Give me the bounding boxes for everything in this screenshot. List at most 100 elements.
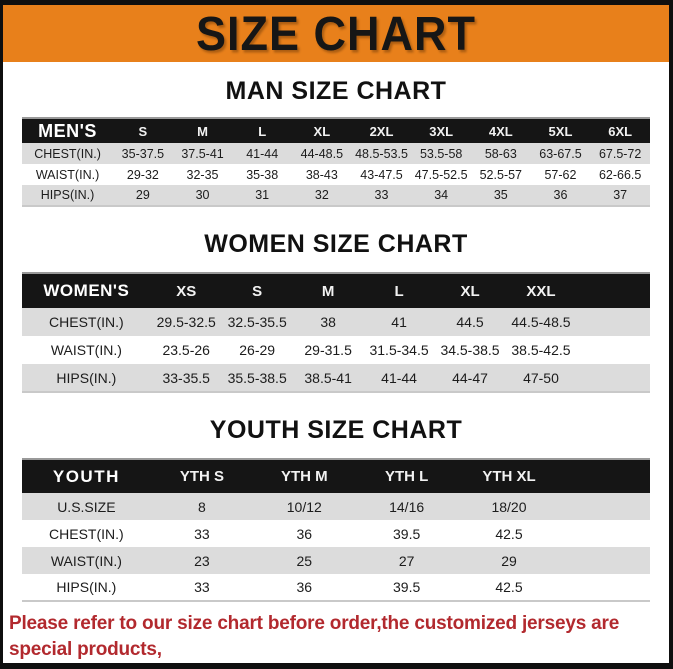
measurement-label: CHEST(IN.) [49,314,124,330]
size-column-header: 4XL [488,123,513,139]
size-column-header: L [258,123,267,139]
table-row: WAIST(IN.) 29-32 32-35 35-38 38-43 43-47.5 47.… [22,164,650,185]
measurement-value: 29-32 [126,167,159,182]
table-wrap-youth: YOUTH YTH S YTH M YTH L YTH XL U.S.SIZE 8 10/12… [3,458,669,602]
measurement-value: 8 [198,498,206,515]
measurement-label: HIPS(IN.) [56,369,117,386]
table-row: CHEST(IN.) 29.5-32.5 32.5-35.5 38 41 44.5 44.5… [22,308,650,336]
header-filler-cell [576,273,650,308]
size-column-header: L [394,282,404,300]
size-column-header: 5XL [548,123,573,139]
row-filler-cell [576,364,650,392]
measurement-value: 38.5-42.5 [511,342,571,358]
measurement-value: 33 [374,188,389,202]
measurement-value: 27 [398,552,415,569]
measurement-value: 47-50 [523,369,559,386]
header-filler-cell [560,459,650,493]
table-row: HIPS(IN.) 33-35.5 35.5-38.5 38.5-41 41-44 44-… [22,364,650,392]
table-row: CHEST(IN.) 35-37.5 37.5-41 41-44 44-48.5 48.5… [22,143,650,164]
table-row: HIPS(IN.) 29 30 31 32 33 34 35 36 37 [22,185,650,206]
measurement-label: HIPS(IN.) [56,579,117,595]
measurement-value: 31 [255,188,270,202]
measurement-value: 36 [296,579,313,595]
measurement-value: 32.5-35.5 [227,314,287,330]
size-table-women: WOMEN'S XS S M L XL XXL CHEST(IN.) 29.5-32.5 32.5… [22,272,650,393]
size-column-header: S [252,282,263,300]
measurement-value: 41-44 [246,146,279,161]
size-table-youth: YOUTH YTH S YTH M YTH L YTH XL U.S.SIZE 8 10/12… [22,458,650,602]
measurement-value: 33 [194,525,210,542]
measurement-value: 36 [296,525,313,542]
table-row: WAIST(IN.) 23.5-26 26-29 29-31.5 31.5-34.5 34… [22,336,650,364]
page-title: SIZE CHART [196,5,476,61]
measurement-label: WAIST(IN.) [35,167,100,182]
size-column-header: 6XL [608,123,633,139]
measurement-label: CHEST(IN.) [49,525,124,542]
measurement-value: 47.5-52.5 [414,167,468,182]
table-group-label: MEN'S [38,120,97,141]
measurement-value: 25 [296,552,313,569]
measurement-value: 41 [391,314,407,330]
table-group-label: WOMEN'S [43,281,130,300]
measurement-value: 53.5-58 [419,146,463,161]
measurement-value: 36 [553,188,568,202]
measurement-label: HIPS(IN.) [40,188,95,202]
measurement-value: 63-67.5 [539,146,582,161]
row-filler-cell [576,336,650,364]
measurement-value: 44.5 [456,314,484,330]
measurement-label: WAIST(IN.) [50,342,122,358]
size-column-header: XXL [526,282,556,300]
size-column-header: XS [176,282,197,300]
disclaimer-line-1: Please refer to our size chart before or… [9,613,620,660]
size-column-header: YTH S [179,468,224,485]
measurement-value: 31.5-34.5 [369,342,429,358]
table-row: CHEST(IN.) 33 36 39.5 42.5 [22,520,650,547]
section-heading-women: WOMEN SIZE CHART [204,230,468,258]
measurement-value: 35.5-38.5 [227,369,287,386]
size-column-header: YTH XL [482,468,536,485]
measurement-value: 10/12 [286,498,322,515]
measurement-value: 38.5-41 [304,369,352,386]
measurement-value: 41-44 [381,369,417,386]
measurement-value: 62-66.5 [598,167,642,182]
section-heading-men: MAN SIZE CHART [225,77,447,105]
measurement-value: 38-43 [305,167,338,182]
measurement-value: 44-47 [452,369,488,386]
measurement-value: 39.5 [393,579,421,595]
table-wrap-women: WOMEN'S XS S M L XL XXL CHEST(IN.) 29.5-32.5 32.5… [3,272,669,393]
measurement-value: 18/20 [491,498,527,515]
measurement-value: 29 [501,552,517,569]
table-header-row: WOMEN'S XS S M L XL XXL [22,273,650,308]
section-heading-youth: YOUTH SIZE CHART [209,416,463,444]
row-filler-cell [560,574,650,601]
measurement-value: 44.5-48.5 [511,314,571,330]
measurement-value: 67.5-72 [598,146,642,161]
row-filler-cell [560,520,650,547]
measurement-value: 23.5-26 [162,342,210,358]
table-row: HIPS(IN.) 33 36 39.5 42.5 [22,574,650,601]
measurement-label: WAIST(IN.) [50,552,122,569]
measurement-value: 35 [493,188,508,202]
measurement-value: 34.5-38.5 [440,342,500,358]
size-column-header: XL [313,123,331,139]
measurement-value: 33-35.5 [162,369,210,386]
measurement-value: 42.5 [495,579,523,595]
row-filler-cell [560,493,650,520]
measurement-value: 14/16 [389,498,425,515]
table-header-row: MEN'S S M L XL 2XL 3XL 4XL 5XL 6XL [22,118,650,143]
measurement-value: 33 [194,579,210,595]
measurement-value: 44-48.5 [300,146,344,161]
measurement-value: 52.5-57 [479,167,523,182]
measurement-value: 58-63 [484,146,517,161]
row-filler-cell [576,308,650,336]
title-banner: SIZE CHART [3,5,669,62]
measurement-value: 29.5-32.5 [156,314,216,330]
measurement-value: 26-29 [239,342,276,358]
table-row: WAIST(IN.) 23 25 27 29 [22,547,650,574]
measurement-value: 29 [135,188,150,202]
table-header-row: YOUTH YTH S YTH M YTH L YTH XL [22,459,650,493]
size-column-header: XL [460,282,480,300]
table-wrap-men: MEN'S S M L XL 2XL 3XL 4XL 5XL 6XL CHEST(IN.) 35-37… [3,117,669,207]
measurement-value: 32 [314,188,329,202]
